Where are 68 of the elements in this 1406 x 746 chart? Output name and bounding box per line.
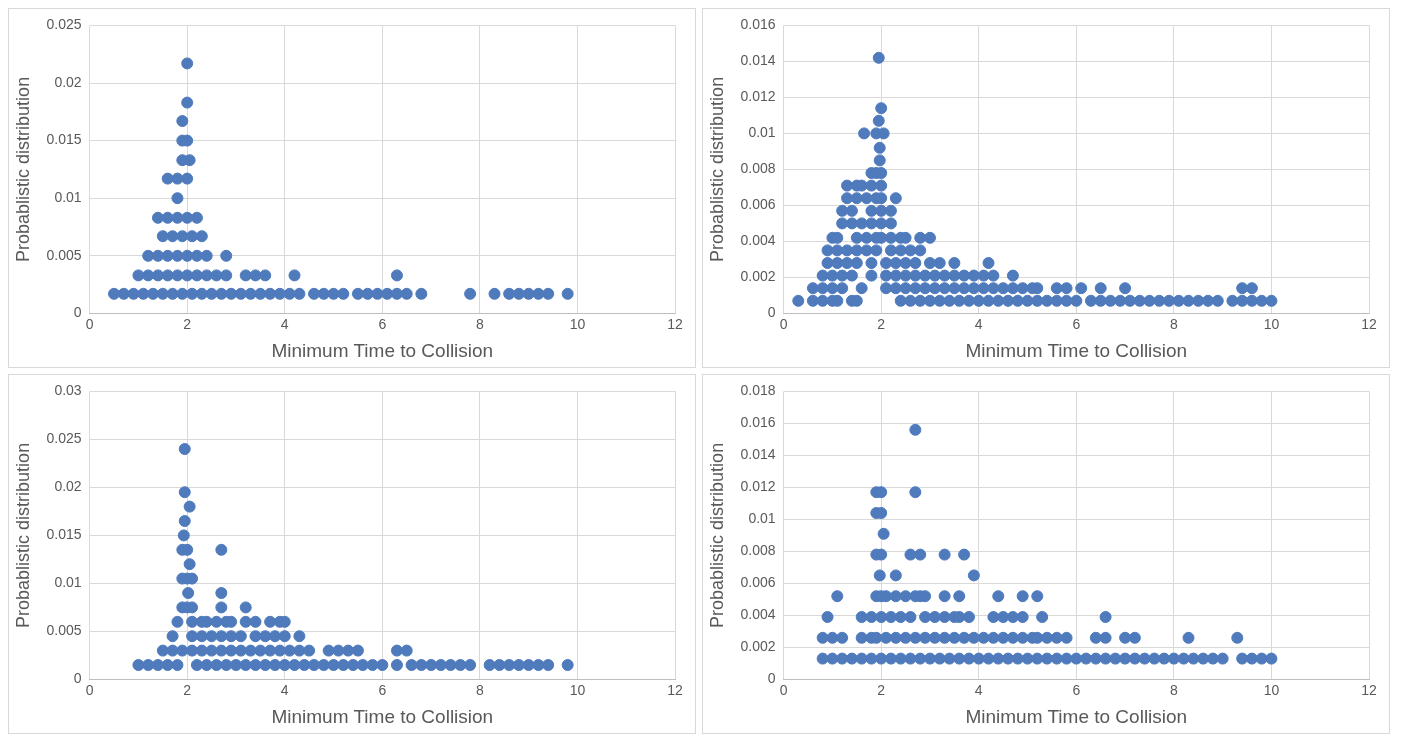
y-tick-label: 0.002 — [740, 268, 776, 285]
y-tick-label: 0.004 — [740, 606, 776, 623]
x-tick-label: 12 — [1361, 681, 1377, 698]
y-tick-label: 0.016 — [740, 16, 776, 33]
y-tick-label: 0.006 — [740, 196, 776, 213]
x-tick-label: 4 — [280, 315, 289, 332]
x-tick-label: 0 — [779, 681, 788, 698]
x-tick-label: 6 — [378, 681, 387, 698]
y-tick-label: 0.018 — [740, 382, 776, 399]
x-tick-label: 12 — [667, 315, 683, 332]
y-axis-title: Probablistic distribution — [706, 76, 727, 262]
y-axis-title: Probablistic distribution — [12, 76, 33, 262]
x-tick-label: 4 — [974, 681, 983, 698]
y-tick-label: 0.014 — [740, 52, 776, 69]
x-tick-label: 4 — [974, 315, 983, 332]
y-tick-label: 0.006 — [740, 574, 776, 591]
y-tick-label: 0.005 — [46, 246, 82, 263]
y-tick-label: 0 — [767, 304, 776, 321]
y-tick-label: 0.01 — [748, 510, 776, 527]
x-tick-label: 10 — [1263, 315, 1280, 332]
y-tick-label: 0.005 — [46, 622, 82, 639]
x-tick-label: 2 — [183, 315, 192, 332]
x-tick-label: 10 — [569, 681, 586, 698]
x-tick-label: 6 — [1072, 315, 1081, 332]
y-tick-label: 0.014 — [740, 446, 776, 463]
x-tick-label: 6 — [1072, 681, 1081, 698]
x-axis-title: Minimum Time to Collision — [271, 705, 494, 727]
y-tick-label: 0.016 — [740, 414, 776, 431]
x-tick-label: 12 — [1361, 315, 1377, 332]
x-axis-title: Minimum Time to Collision — [271, 339, 494, 361]
y-axis-title: Probablistic distribution — [12, 442, 33, 628]
y-tick-label: 0.02 — [54, 478, 82, 495]
y-tick-label: 0.02 — [54, 73, 82, 90]
x-tick-label: 8 — [1169, 315, 1178, 332]
y-tick-label: 0.03 — [54, 382, 82, 399]
x-tick-label: 0 — [85, 681, 94, 698]
y-tick-label: 0 — [73, 304, 82, 321]
y-tick-label: 0.025 — [46, 16, 82, 33]
x-tick-label: 2 — [877, 681, 886, 698]
x-tick-label: 0 — [779, 315, 788, 332]
y-tick-label: 0.012 — [740, 478, 776, 495]
x-tick-label: 8 — [1169, 681, 1178, 698]
x-tick-label: 8 — [475, 681, 484, 698]
y-tick-label: 0.01 — [54, 574, 82, 591]
y-tick-label: 0 — [73, 670, 82, 687]
x-axis-title: Minimum Time to Collision — [965, 339, 1188, 361]
y-tick-label: 0.015 — [46, 131, 82, 148]
y-tick-label: 0.004 — [740, 232, 776, 249]
x-tick-label: 8 — [475, 315, 484, 332]
x-axis-title: Minimum Time to Collision — [965, 705, 1188, 727]
y-tick-label: 0 — [767, 670, 776, 687]
x-tick-label: 12 — [667, 681, 683, 698]
y-tick-label: 0.008 — [740, 160, 776, 177]
y-tick-label: 0.012 — [740, 88, 776, 105]
x-tick-label: 6 — [378, 315, 387, 332]
y-tick-label: 0.002 — [740, 638, 776, 655]
y-tick-label: 0.015 — [46, 526, 82, 543]
y-tick-label: 0.025 — [46, 430, 82, 447]
y-axis-title: Probablistic distribution — [706, 442, 727, 628]
y-tick-label: 0.01 — [748, 124, 776, 141]
x-tick-label: 0 — [85, 315, 94, 332]
x-tick-label: 4 — [280, 681, 289, 698]
x-tick-label: 10 — [569, 315, 586, 332]
y-tick-label: 0.008 — [740, 542, 776, 559]
x-tick-label: 2 — [183, 681, 192, 698]
y-tick-label: 0.01 — [54, 189, 82, 206]
x-tick-label: 2 — [877, 315, 886, 332]
x-tick-label: 10 — [1263, 681, 1280, 698]
